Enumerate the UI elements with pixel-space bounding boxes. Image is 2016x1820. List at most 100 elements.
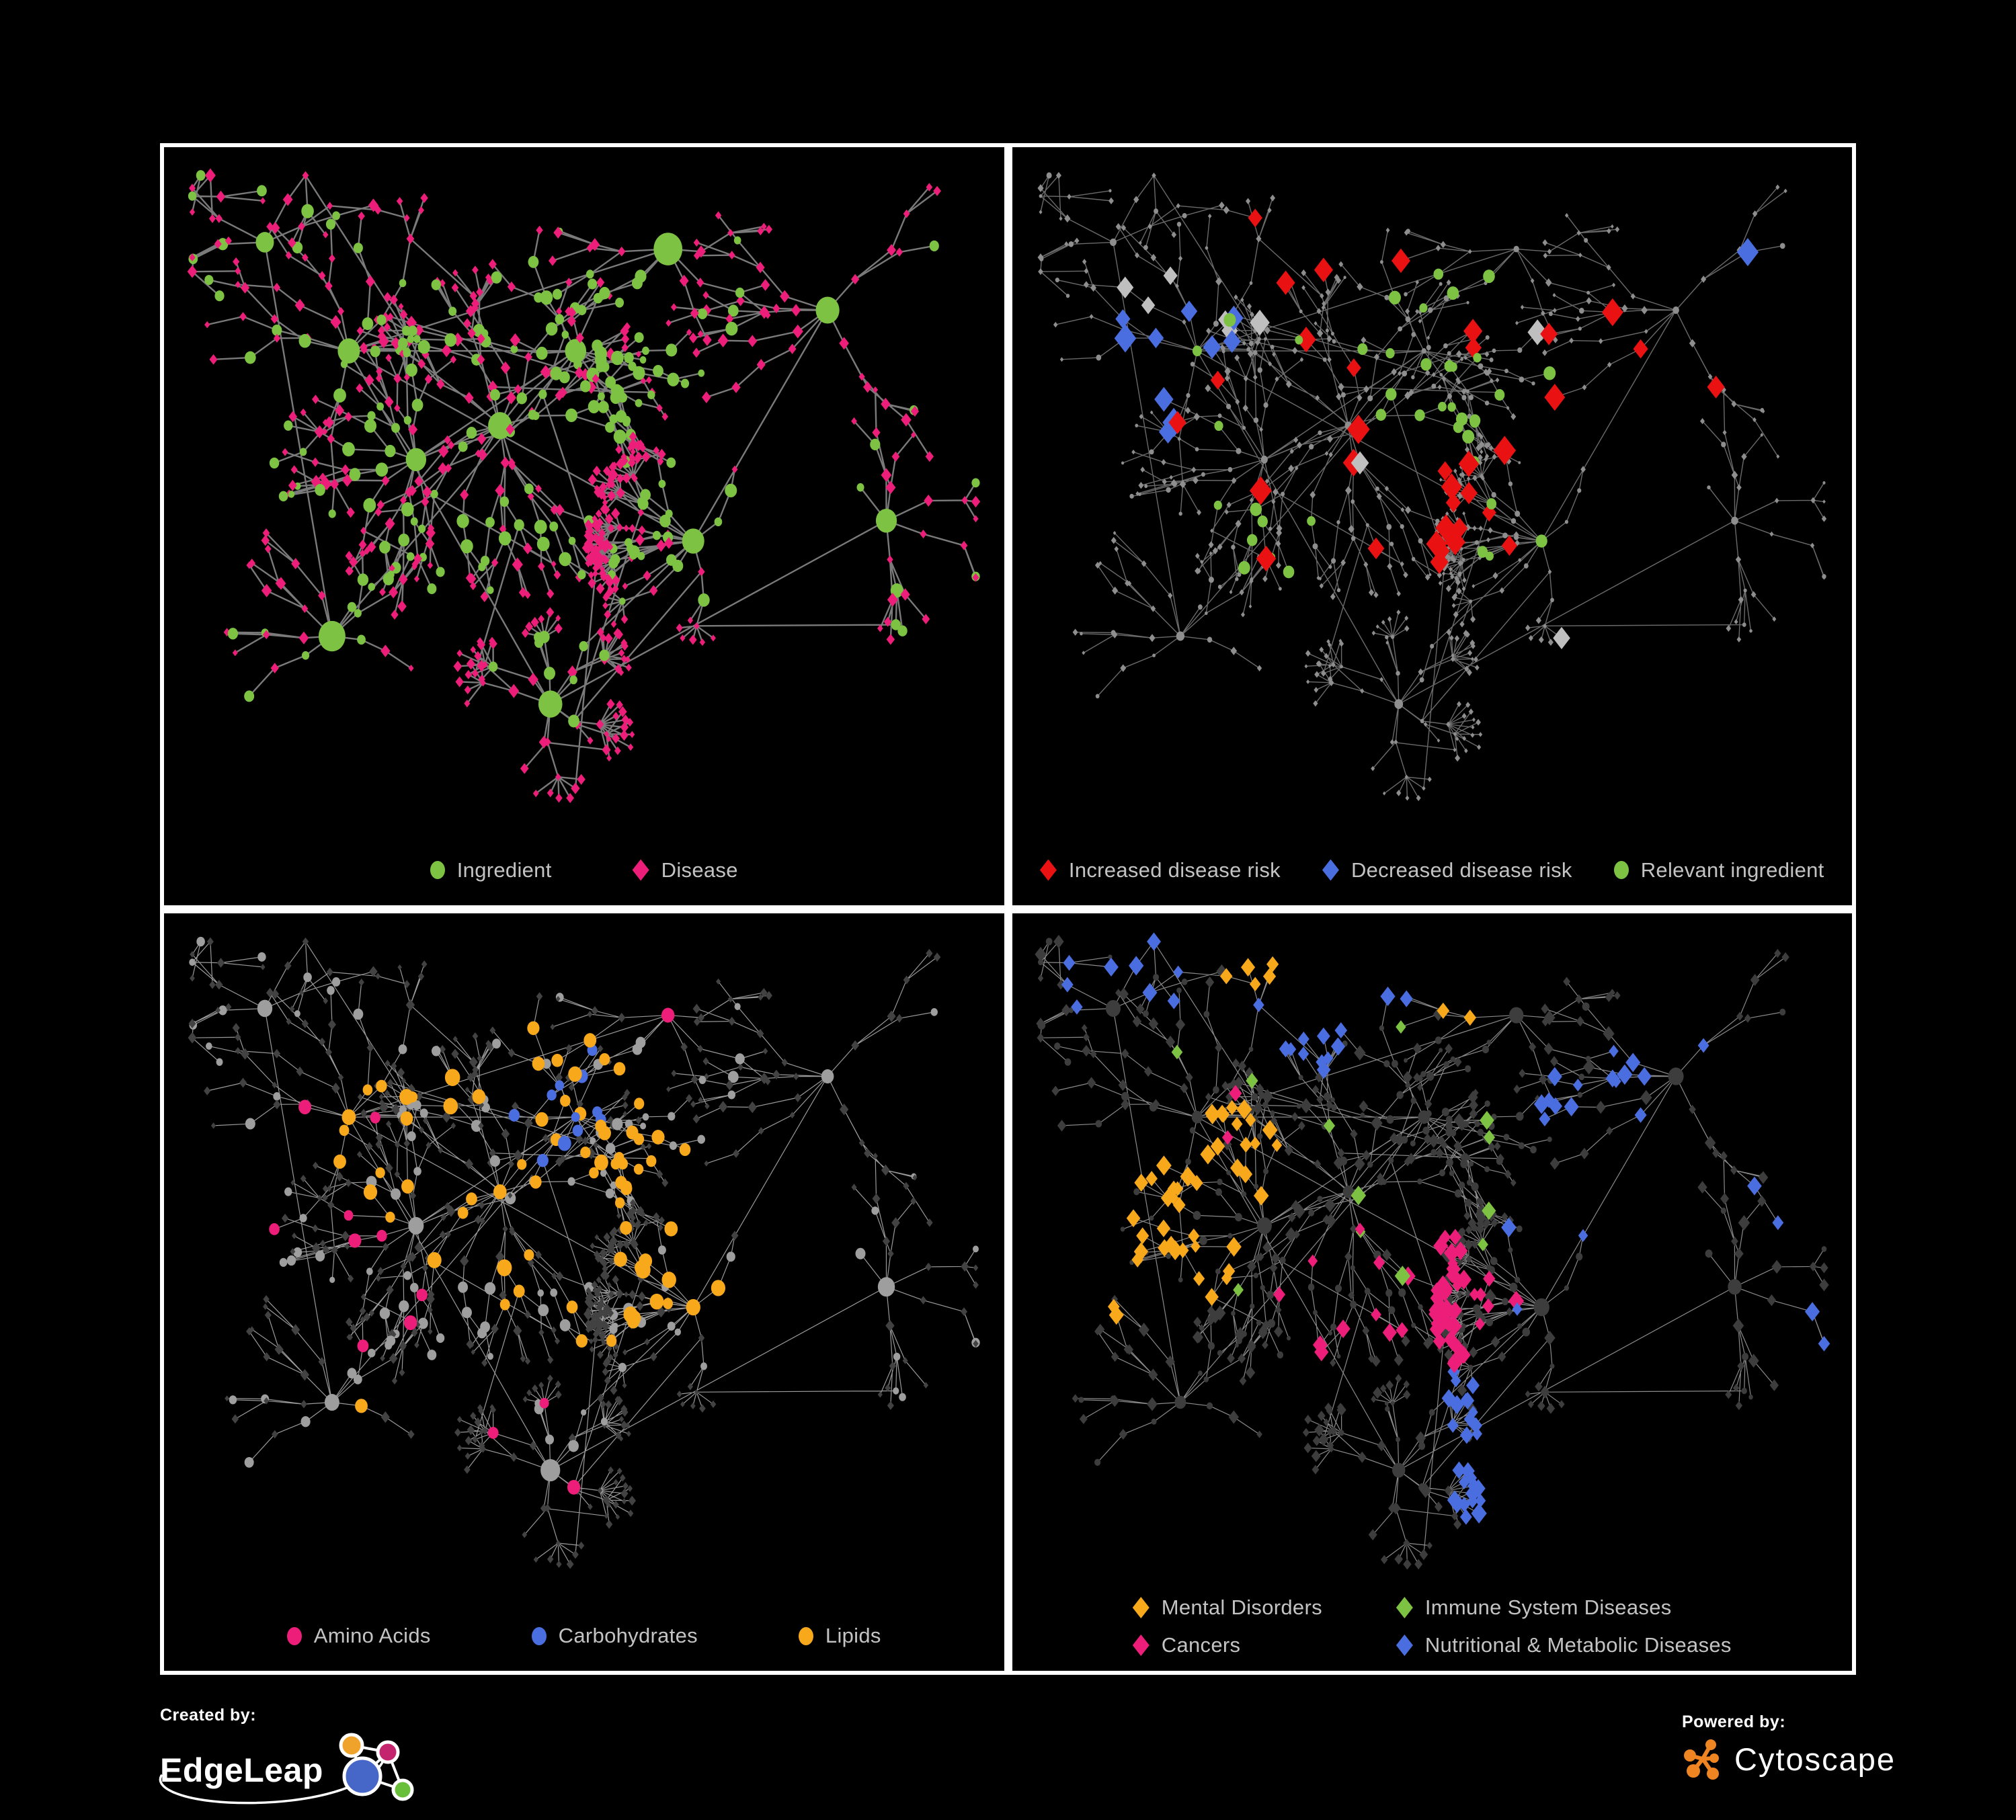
graph-node-diamond	[1750, 973, 1760, 986]
graph-node-diamond	[1451, 518, 1467, 539]
graph-node-diamond	[409, 1191, 417, 1200]
graph-node-diamond	[290, 465, 298, 474]
graph-node-diamond	[1287, 1212, 1295, 1223]
graph-node-diamond	[594, 486, 603, 498]
graph-node-diamond	[635, 1116, 642, 1124]
graph-node-circle	[303, 972, 312, 982]
graph-node-circle	[1193, 1210, 1201, 1220]
graph-node-diamond	[538, 1328, 545, 1336]
graph-node-diamond	[602, 602, 608, 610]
graph-node-circle	[458, 441, 468, 452]
graph-node-diamond	[1205, 1092, 1212, 1102]
graph-node-diamond	[1403, 1380, 1410, 1389]
graph-node-diamond	[1034, 946, 1047, 962]
legend-label: Ingredient	[456, 858, 552, 882]
graph-node-circle	[1336, 520, 1340, 525]
graph-node-diamond	[1404, 625, 1410, 632]
graph-node-diamond	[302, 937, 309, 946]
graph-node-diamond	[323, 231, 329, 239]
graph-node-diamond	[1299, 357, 1303, 362]
graph-node-diamond	[1262, 1241, 1272, 1253]
legend-disease-risk: Increased disease risk Decreased disease …	[1012, 858, 1853, 882]
graph-node-diamond	[467, 327, 476, 339]
graph-node-diamond	[1490, 1218, 1498, 1227]
graph-node-diamond	[565, 1043, 573, 1052]
graph-node-circle	[534, 632, 543, 643]
graph-node-diamond	[960, 540, 968, 550]
graph-node-diamond	[1326, 335, 1332, 343]
graph-node-diamond	[761, 222, 767, 231]
graph-node-circle	[1330, 331, 1334, 336]
graph-node-diamond	[225, 236, 232, 245]
graph-node-circle	[856, 483, 864, 492]
graph-node-diamond	[475, 449, 482, 458]
graph-node-diamond	[472, 1435, 479, 1444]
graph-node-circle	[1137, 492, 1141, 497]
graph-node-diamond	[1804, 1301, 1820, 1321]
graph-node-diamond	[1275, 528, 1282, 537]
graph-node-circle	[279, 1257, 288, 1267]
graph-node-diamond	[1338, 261, 1343, 267]
graph-node-diamond	[620, 1488, 629, 1498]
graph-node-diamond	[485, 1039, 491, 1047]
graph-node-diamond	[400, 1343, 406, 1351]
graph-node-diamond	[851, 274, 860, 285]
graph-node-circle	[1523, 563, 1529, 569]
graph-node-diamond	[1401, 1335, 1410, 1347]
graph-node-diamond	[1582, 1059, 1595, 1075]
graph-node-diamond	[1192, 1330, 1203, 1343]
graph-node-circle	[1547, 1136, 1552, 1142]
graph-node-diamond	[549, 255, 557, 266]
graph-node-diamond	[925, 451, 934, 462]
graph-node-diamond	[1478, 732, 1482, 737]
graph-node-diamond	[1168, 474, 1173, 480]
graph-node-diamond	[1256, 545, 1276, 572]
graph-node-circle	[294, 1009, 300, 1017]
graph-node-diamond	[367, 541, 376, 553]
graph-node-circle	[1461, 429, 1474, 444]
graph-node-diamond	[1326, 1428, 1333, 1436]
graph-node-diamond	[576, 1099, 583, 1108]
graph-node-diamond	[629, 731, 635, 739]
legend-item: Mental Disorders	[1132, 1596, 1322, 1620]
graph-node-diamond	[380, 1354, 385, 1362]
graph-node-diamond	[634, 1221, 641, 1230]
graph-node-circle	[1474, 540, 1479, 545]
graph-node-diamond	[1164, 1235, 1177, 1251]
graph-node-diamond	[1239, 1136, 1252, 1153]
graph-node-diamond	[356, 326, 364, 335]
graph-node-diamond	[1469, 616, 1476, 623]
graph-node-diamond	[1515, 321, 1519, 325]
graph-node-circle	[1457, 573, 1461, 577]
graph-node-diamond	[653, 446, 660, 455]
graph-node-diamond	[886, 634, 895, 645]
graph-node-circle	[1576, 488, 1581, 493]
graph-node-diamond	[239, 1077, 247, 1087]
graph-node-diamond	[1394, 1553, 1403, 1565]
graph-node-diamond	[607, 1115, 614, 1124]
graph-node-diamond	[387, 1078, 394, 1087]
graph-node-diamond	[1359, 1100, 1368, 1112]
graph-node-circle	[1531, 381, 1535, 386]
graph-node-diamond	[613, 1479, 618, 1485]
graph-node-diamond	[760, 987, 768, 997]
graph-node-circle	[1494, 389, 1504, 401]
graph-node-diamond	[1548, 1097, 1562, 1115]
graph-node-diamond	[414, 1341, 419, 1348]
graph-node-diamond	[376, 499, 385, 510]
graph-node-diamond	[204, 321, 210, 329]
graph-node-circle	[1230, 544, 1236, 550]
graph-node-diamond	[491, 1323, 499, 1334]
graph-node-diamond	[592, 1329, 600, 1338]
graph-node-diamond	[692, 1114, 700, 1124]
graph-node-circle	[1039, 194, 1042, 198]
graph-node-circle	[629, 550, 637, 560]
legend-label: Cancers	[1161, 1633, 1241, 1657]
graph-node-circle	[1322, 357, 1327, 362]
network-graph-nutrient-classes	[188, 936, 980, 1569]
graph-node-diamond	[1328, 452, 1333, 458]
graph-node-diamond	[926, 1218, 933, 1227]
graph-node-circle	[1447, 351, 1451, 356]
graph-node-diamond	[926, 948, 933, 958]
graph-node-diamond	[1179, 1166, 1196, 1187]
